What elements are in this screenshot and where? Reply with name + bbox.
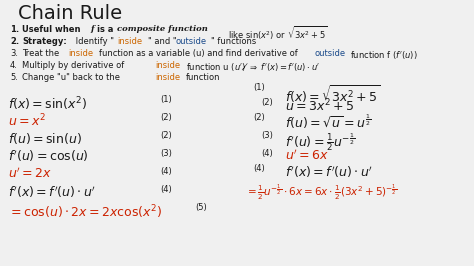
Text: $f(u) = \sqrt{u} = u^{\frac{1}{2}}$: $f(u) = \sqrt{u} = u^{\frac{1}{2}}$	[285, 113, 371, 131]
Text: (1): (1)	[253, 83, 265, 92]
Text: (2): (2)	[253, 113, 265, 122]
Text: 5.: 5.	[10, 73, 18, 82]
Text: 4.: 4.	[10, 61, 18, 70]
Text: function u ($u'$) $\not\Rightarrow$ $f'(x) = f'(u) \cdot u'$: function u ($u'$) $\not\Rightarrow$ $f'(…	[186, 61, 320, 73]
Text: Identify ": Identify "	[73, 37, 114, 46]
Text: is a: is a	[97, 25, 113, 34]
Text: Chain Rule: Chain Rule	[18, 4, 122, 23]
Text: $= \frac{1}{2}u^{-\frac{1}{2}} \cdot 6x = 6x \cdot \frac{1}{2}(3x^2+5)^{-\frac{1: $= \frac{1}{2}u^{-\frac{1}{2}} \cdot 6x …	[245, 182, 397, 202]
Text: $f'(x) = f'(u) \cdot u'$: $f'(x) = f'(u) \cdot u'$	[8, 185, 96, 201]
Text: Treat the: Treat the	[22, 49, 59, 58]
Text: $f'(u) = \cos(u)$: $f'(u) = \cos(u)$	[8, 149, 89, 164]
Text: (2): (2)	[160, 113, 172, 122]
Text: Strategy:: Strategy:	[22, 37, 67, 46]
Text: $= \cos(u) \cdot 2x = 2x \cos(x^2)$: $= \cos(u) \cdot 2x = 2x \cos(x^2)$	[8, 203, 163, 221]
Text: 2.: 2.	[10, 37, 19, 46]
Text: f: f	[90, 25, 94, 33]
Text: $f'(x) = f'(u) \cdot u'$: $f'(x) = f'(u) \cdot u'$	[285, 164, 373, 180]
Text: (4): (4)	[160, 167, 172, 176]
Text: Change "u" back to the: Change "u" back to the	[22, 73, 120, 82]
Text: (3): (3)	[160, 149, 172, 158]
Text: 3.: 3.	[10, 49, 18, 58]
Text: (2): (2)	[261, 98, 273, 107]
Text: inside: inside	[155, 61, 180, 70]
Text: (4): (4)	[261, 149, 273, 158]
Text: $u = 3x^2+5$: $u = 3x^2+5$	[285, 98, 355, 115]
Text: inside: inside	[117, 37, 142, 46]
Text: Useful when: Useful when	[22, 25, 81, 34]
Text: " and ": " and "	[148, 37, 177, 46]
Text: $u' = 6x$: $u' = 6x$	[285, 149, 329, 164]
Text: $f'(u) = \frac{1}{2}u^{-\frac{1}{2}}$: $f'(u) = \frac{1}{2}u^{-\frac{1}{2}}$	[285, 131, 355, 153]
Text: (1): (1)	[160, 95, 172, 104]
Text: inside: inside	[68, 49, 93, 58]
Text: (4): (4)	[253, 164, 265, 173]
Text: function f ($f'(u)$): function f ($f'(u)$)	[350, 49, 418, 61]
Text: 1.: 1.	[10, 25, 19, 34]
Text: (3): (3)	[261, 131, 273, 140]
Text: outside: outside	[315, 49, 346, 58]
Text: outside: outside	[176, 37, 207, 46]
Text: inside: inside	[155, 73, 180, 82]
Text: $f(x) = \sqrt{3x^2+5}$: $f(x) = \sqrt{3x^2+5}$	[285, 83, 380, 105]
Text: (2): (2)	[160, 131, 172, 140]
Text: function as a variable (u) and find derivative of: function as a variable (u) and find deri…	[99, 49, 298, 58]
Text: composite function: composite function	[117, 25, 208, 33]
Text: $u = x^2$: $u = x^2$	[8, 113, 46, 130]
Text: (4): (4)	[160, 185, 172, 194]
Text: function: function	[186, 73, 220, 82]
Text: Multiply by derivative of: Multiply by derivative of	[22, 61, 124, 70]
Text: (5): (5)	[195, 203, 207, 212]
Text: $u' = 2x$: $u' = 2x$	[8, 167, 52, 181]
Text: $f(x) = \sin(x^2)$: $f(x) = \sin(x^2)$	[8, 95, 87, 113]
Text: " functions: " functions	[211, 37, 256, 46]
Text: like sin($x^2$) or $\sqrt{3x^2+5}$: like sin($x^2$) or $\sqrt{3x^2+5}$	[228, 25, 328, 43]
Text: $f(u) = \sin(u)$: $f(u) = \sin(u)$	[8, 131, 82, 146]
